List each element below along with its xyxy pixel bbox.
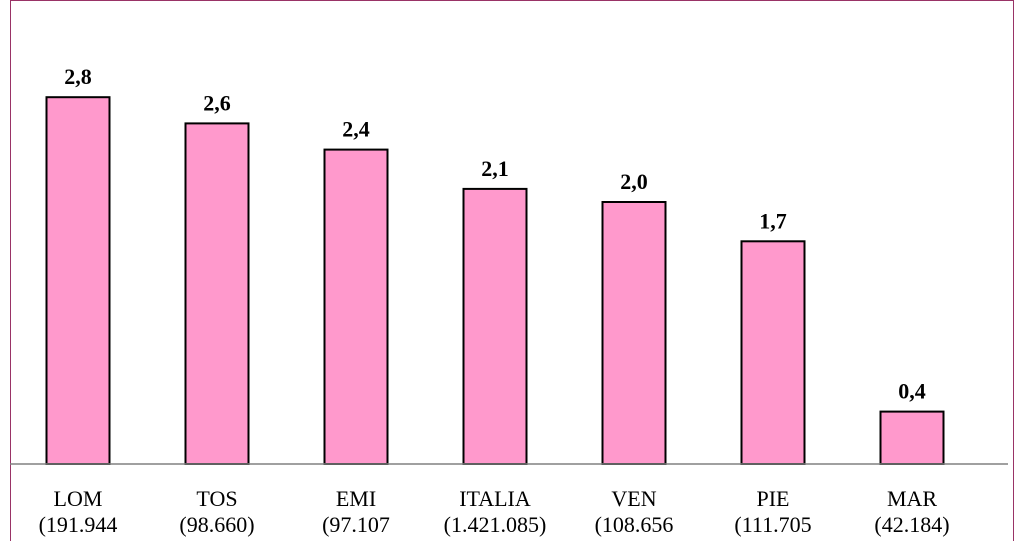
bar-emi [323, 148, 389, 465]
bar-mar [879, 410, 945, 466]
category-label: ITALIA [459, 486, 531, 511]
value-label: 2,8 [64, 64, 92, 89]
value-label: 2,1 [481, 156, 509, 181]
value-label: 2,6 [203, 90, 231, 115]
labels-group: 2,8 LOM(191.944 2,6 TOS(98.660) 2,4 EMI(97.10… [39, 64, 950, 537]
category-sublabel: (111.705 [734, 512, 811, 537]
value-label: 1,7 [759, 208, 787, 233]
value-label: 2,0 [620, 169, 648, 194]
bar-lom [45, 96, 111, 465]
category-sublabel: (1.421.085) [444, 512, 547, 537]
category-sublabel: (98.660) [179, 512, 254, 537]
category-label: TOS [196, 486, 237, 511]
bar-italia [462, 187, 528, 465]
bar-pie [740, 240, 806, 465]
bars-group [45, 96, 945, 466]
category-label: PIE [757, 486, 790, 511]
category-label: EMI [336, 486, 376, 511]
bar-ven [601, 201, 667, 465]
category-label: MAR [887, 486, 937, 511]
category-sublabel: (97.107 [322, 512, 390, 537]
category-label: VEN [611, 486, 656, 511]
value-label: 2,4 [342, 117, 370, 142]
category-sublabel: (108.656 [595, 512, 674, 537]
value-label: 0,4 [898, 379, 926, 404]
bar-tos [184, 122, 250, 466]
category-sublabel: (42.184) [874, 512, 949, 537]
category-label: LOM [54, 486, 103, 511]
category-sublabel: (191.944 [39, 512, 118, 537]
